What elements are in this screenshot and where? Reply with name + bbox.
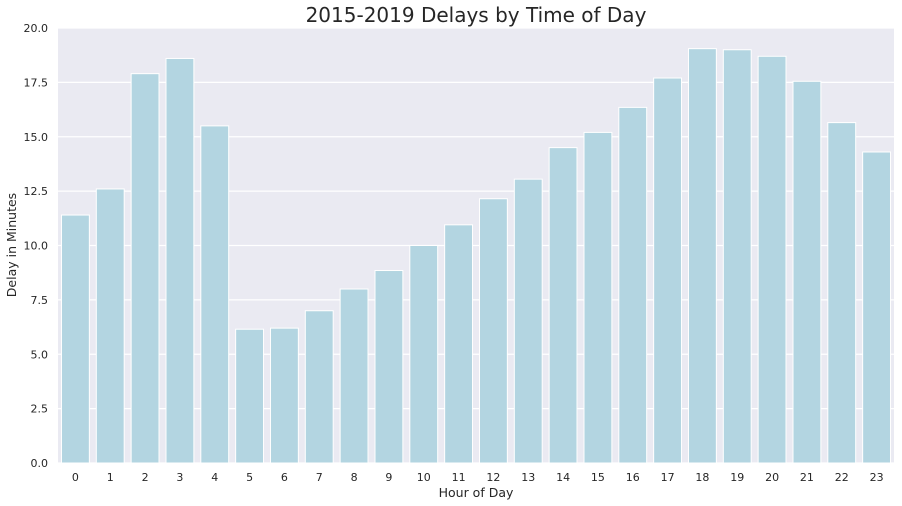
bar-hour-6	[269, 327, 299, 464]
bar-hour-17	[653, 77, 683, 464]
bar-hour-3	[165, 57, 195, 464]
y-axis-ticks: 0.0 2.5 5.0 7.5 10.0 12.5 15.0 17.5 20.0	[24, 22, 49, 470]
x-tick-label: 17	[661, 471, 675, 484]
bar-hour-2	[130, 73, 160, 464]
x-tick-label: 9	[385, 471, 392, 484]
y-tick-label: 20.0	[24, 22, 49, 35]
bar-hour-10	[409, 245, 439, 464]
x-tick-label: 18	[695, 471, 709, 484]
x-tick-label: 5	[246, 471, 253, 484]
bar-hour-20	[757, 55, 787, 464]
bar-hour-0	[60, 214, 90, 464]
bar-hour-22	[827, 122, 857, 464]
gridlines	[58, 27, 894, 464]
y-tick-label: 0.0	[31, 457, 49, 470]
x-tick-label: 15	[591, 471, 605, 484]
chart-title: 2015-2019 Delays by Time of Day	[306, 3, 647, 27]
bar-hour-8	[339, 288, 369, 464]
x-axis-ticks: 0 1 2 3 4 5 6 7 8 9 10 11 12 13 14 15 16 17 18 19 20 21 22 23	[72, 471, 884, 484]
x-tick-label: 21	[800, 471, 814, 484]
bar-hour-1	[95, 188, 125, 464]
bar-hour-18	[687, 48, 717, 464]
y-tick-label: 12.5	[24, 185, 49, 198]
x-axis-label: Hour of Day	[439, 485, 514, 500]
x-tick-label: 7	[316, 471, 323, 484]
x-tick-label: 20	[765, 471, 779, 484]
x-tick-label: 2	[142, 471, 149, 484]
x-tick-label: 14	[556, 471, 570, 484]
bar-hour-19	[722, 49, 752, 464]
y-tick-label: 5.0	[31, 348, 49, 361]
bar-hour-21	[792, 80, 822, 464]
bar-hour-14	[548, 147, 578, 464]
x-tick-label: 16	[626, 471, 640, 484]
bar-hour-16	[618, 106, 648, 464]
y-axis-label: Delay in Minutes	[4, 193, 19, 297]
y-tick-label: 2.5	[31, 403, 49, 416]
bar-hour-13	[513, 178, 543, 464]
bar-hour-15	[583, 131, 613, 464]
bar-hour-7	[304, 310, 334, 464]
bar-hour-11	[444, 224, 474, 464]
x-tick-label: 13	[521, 471, 535, 484]
x-tick-label: 19	[730, 471, 744, 484]
bar-hour-9	[374, 270, 404, 464]
x-tick-label: 8	[351, 471, 358, 484]
x-tick-label: 22	[835, 471, 849, 484]
bars	[60, 48, 892, 464]
bar-hour-23	[862, 151, 892, 464]
x-tick-label: 12	[486, 471, 500, 484]
bar-hour-12	[478, 198, 508, 464]
bar-hour-5	[235, 328, 265, 464]
x-tick-label: 23	[870, 471, 884, 484]
x-tick-label: 1	[107, 471, 114, 484]
x-tick-label: 6	[281, 471, 288, 484]
y-tick-label: 10.0	[24, 240, 49, 253]
x-tick-label: 3	[176, 471, 183, 484]
y-tick-label: 15.0	[24, 131, 49, 144]
x-tick-label: 11	[452, 471, 466, 484]
bar-hour-4	[200, 125, 230, 464]
x-tick-label: 0	[72, 471, 79, 484]
y-tick-label: 17.5	[24, 76, 49, 89]
x-tick-label: 4	[211, 471, 218, 484]
y-tick-label: 7.5	[31, 294, 49, 307]
x-tick-label: 10	[417, 471, 431, 484]
